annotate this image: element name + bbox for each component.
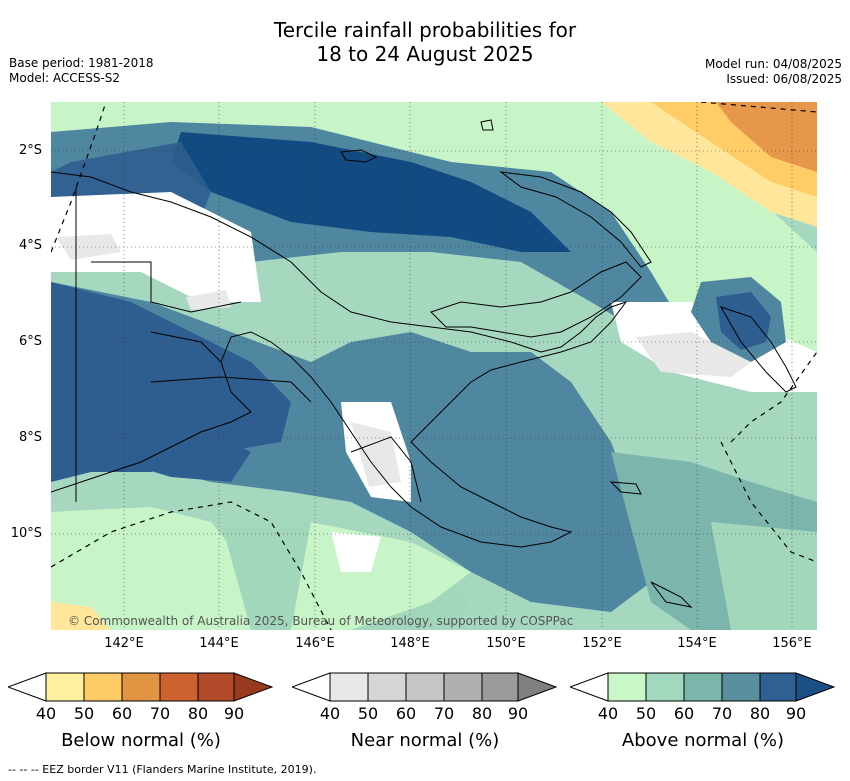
new-guinea-coastline	[51, 171, 628, 548]
coastline-outlines	[51, 119, 797, 608]
colorbar-near-title: Near normal (%)	[350, 730, 500, 751]
copyright-notice: © Commonwealth of Australia 2025, Bureau…	[68, 614, 574, 628]
colorbar-above-arrow-left	[570, 672, 609, 702]
provincial-borders	[91, 261, 422, 503]
lat-label-4s: 4°S	[18, 238, 42, 253]
lat-label-8s: 8°S	[18, 430, 42, 445]
lon-label-152e: 152°E	[582, 636, 622, 651]
lon-label-154e: 154°E	[677, 636, 717, 651]
tick: 50	[357, 704, 379, 723]
new-ireland-coastline	[499, 171, 652, 268]
new-britain-coastline	[430, 261, 642, 338]
base-period-label: Base period: 1981-2018	[9, 56, 154, 70]
colorbar-below-arrow-right	[233, 672, 274, 702]
near-normal-west-grey	[56, 234, 231, 310]
model-label: Model: ACCESS-S2	[9, 71, 121, 85]
tick: 90	[785, 704, 807, 723]
tick: 90	[507, 704, 529, 723]
eez-borders	[51, 102, 817, 630]
lon-label-142e: 142°E	[104, 636, 144, 651]
issued-label: Issued: 06/08/2025	[726, 72, 842, 86]
tick: 40	[319, 704, 341, 723]
colorbar-above-normal	[570, 672, 836, 702]
lat-label-2s: 2°S	[18, 143, 42, 158]
model-run-label: Model run: 04/08/2025	[704, 57, 842, 71]
meta-right: Model run: 04/08/2025 Issued: 06/08/2025	[705, 57, 842, 87]
title-line-2: 18 to 24 August 2025	[316, 42, 534, 66]
graticule	[51, 102, 817, 630]
colorbar-near-arrow-left	[292, 672, 331, 702]
colorbar-above-title: Above normal (%)	[621, 730, 785, 751]
lat-label-10s: 10°S	[10, 526, 42, 541]
eez-border-southeast	[730, 351, 817, 443]
probability-map	[51, 102, 817, 630]
lon-label-144e: 144°E	[199, 636, 239, 651]
tick: 80	[187, 704, 209, 723]
colorbar-above-arrow-right	[795, 672, 836, 702]
above-max-north-core	[171, 132, 571, 252]
tick: 60	[673, 704, 695, 723]
tick: 80	[471, 704, 493, 723]
islands-north	[340, 119, 494, 163]
above-90-west-core	[51, 282, 291, 482]
islands-southeast	[609, 481, 693, 608]
lon-label-146e: 146°E	[295, 636, 335, 651]
near-normal-south-white	[331, 532, 381, 572]
colorbar-below-title: Below normal (%)	[61, 730, 221, 751]
tick: 40	[35, 704, 57, 723]
tick: 50	[73, 704, 95, 723]
tick: 60	[111, 704, 133, 723]
eez-border-east	[720, 441, 817, 563]
colorbar-near-arrow-right	[517, 672, 558, 702]
map-title: Tercile rainfall probabilities for 18 to…	[0, 18, 850, 66]
tick: 70	[149, 704, 171, 723]
eez-footnote: -- -- -- EEZ border V11 (Flanders Marine…	[8, 763, 317, 776]
lat-label-6s: 6°S	[18, 334, 42, 349]
tick: 70	[433, 704, 455, 723]
tick: 60	[395, 704, 417, 723]
tick: 90	[223, 704, 245, 723]
lon-label-156e: 156°E	[772, 636, 812, 651]
eez-border-northwest	[51, 102, 107, 253]
meta-left: Base period: 1981-2018 Model: ACCESS-S2	[9, 56, 154, 86]
tick: 40	[597, 704, 619, 723]
lon-label-150e: 150°E	[486, 636, 526, 651]
tick: 50	[635, 704, 657, 723]
above-50-north-band	[51, 102, 817, 392]
colorbar-near-normal	[292, 672, 558, 702]
below-50-southwest	[51, 602, 111, 630]
bougainville-coastline	[719, 306, 797, 393]
tick: 70	[711, 704, 733, 723]
tick: 80	[749, 704, 771, 723]
above-90-east-core	[716, 292, 771, 350]
above-50-southwest	[51, 507, 281, 630]
eez-border-south	[51, 501, 332, 630]
lon-label-148e: 148°E	[390, 636, 430, 651]
near-normal-east-grey	[636, 332, 751, 377]
above-60-southeast	[711, 522, 817, 630]
colorbar-below-normal	[8, 672, 274, 702]
colorbar-below-arrow-left	[8, 672, 47, 702]
title-line-1: Tercile rainfall probabilities for	[273, 18, 577, 42]
